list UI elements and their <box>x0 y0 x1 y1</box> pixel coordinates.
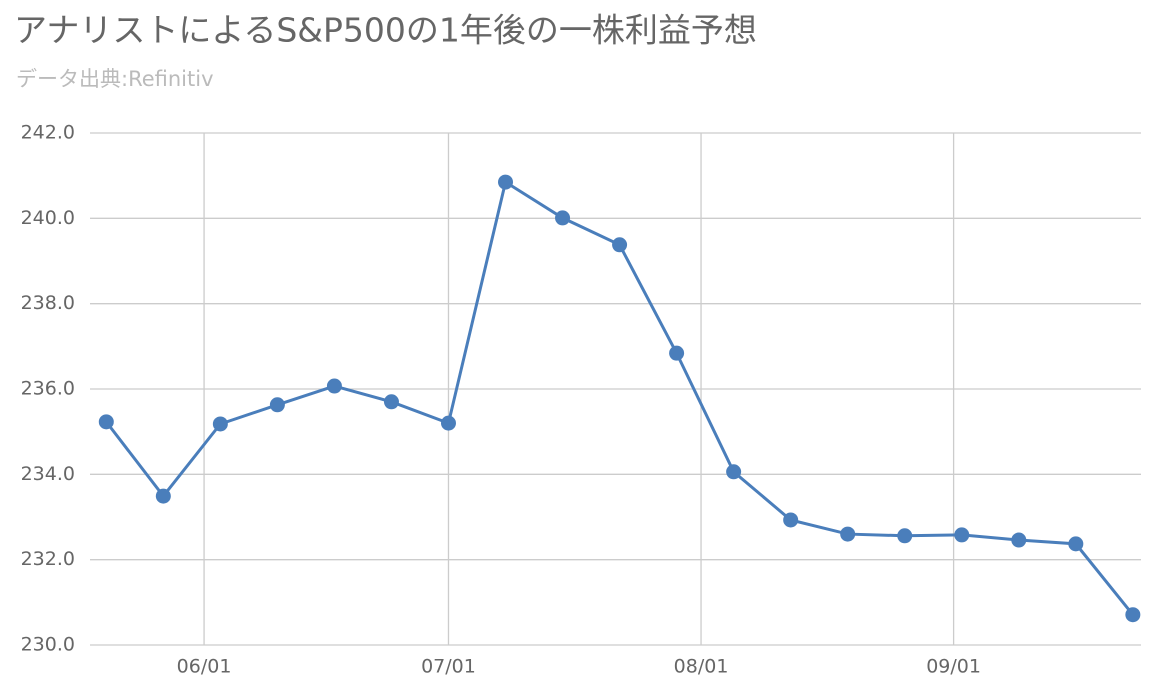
data-point <box>669 345 685 361</box>
x-tick-label: 06/01 <box>177 656 232 678</box>
data-point <box>269 397 285 413</box>
data-point <box>840 526 856 542</box>
data-point <box>726 464 742 480</box>
data-point <box>440 415 456 431</box>
chart-title: アナリストによるS&P500の1年後の一株利益予想 <box>14 11 757 50</box>
data-point <box>98 414 114 430</box>
y-tick-label: 238.0 <box>21 292 75 314</box>
data-point <box>1068 536 1084 552</box>
x-tick-label: 09/01 <box>926 656 981 678</box>
data-point <box>383 394 399 410</box>
data-point <box>1011 532 1027 548</box>
y-tick-label: 240.0 <box>21 207 75 229</box>
data-point <box>326 378 342 394</box>
x-tick-label: 07/01 <box>421 656 476 678</box>
x-tick-label: 08/01 <box>674 656 729 678</box>
y-tick-label: 236.0 <box>21 378 75 400</box>
chart-subtitle: データ出典:Refinitiv <box>16 67 214 91</box>
data-point <box>212 416 228 432</box>
y-tick-label: 232.0 <box>21 548 75 570</box>
data-point <box>954 527 970 543</box>
data-point <box>1125 607 1141 623</box>
data-point <box>783 512 799 528</box>
y-tick-label: 234.0 <box>21 463 75 485</box>
data-point <box>498 174 514 190</box>
data-point <box>612 237 628 253</box>
data-point <box>897 528 913 544</box>
data-point <box>155 488 171 504</box>
y-tick-label: 242.0 <box>21 122 75 144</box>
data-point <box>555 210 571 226</box>
y-tick-label: 230.0 <box>21 634 75 656</box>
